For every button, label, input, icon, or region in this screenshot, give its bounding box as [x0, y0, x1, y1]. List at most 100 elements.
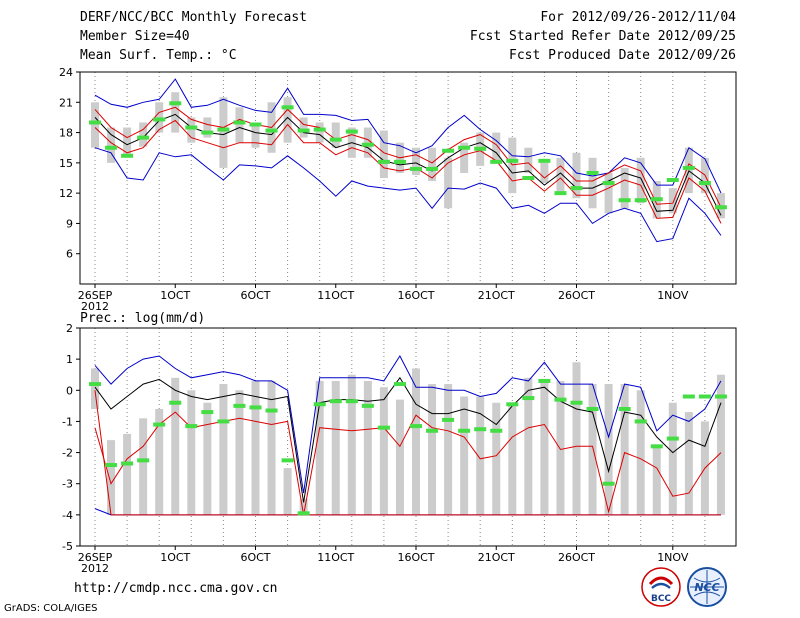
median-marker [586, 406, 599, 411]
median-marker [393, 382, 406, 387]
median-marker [650, 197, 663, 202]
x-tick-label: 26OCT [558, 551, 595, 564]
x-tick-label: 26SEP [78, 551, 113, 564]
median-marker [361, 142, 374, 147]
median-marker [169, 400, 182, 405]
median-marker [377, 159, 390, 164]
median-marker [345, 129, 358, 134]
y-tick-label: 6 [66, 248, 73, 261]
spread-box [123, 433, 132, 515]
median-marker [185, 125, 198, 130]
median-marker [650, 444, 663, 449]
median-marker [297, 128, 310, 133]
spread-box [668, 402, 677, 515]
median-marker [217, 127, 230, 132]
spread-box [363, 127, 372, 158]
median-marker [714, 205, 727, 210]
median-marker [201, 130, 214, 135]
spread-box [636, 157, 645, 204]
spread-box [556, 380, 565, 515]
spread-box [299, 117, 308, 138]
precip-title: Prec.: log(mm/d) [80, 311, 205, 326]
spread-box [379, 130, 388, 178]
median-marker [490, 428, 503, 433]
y-tick-label: 1 [66, 353, 73, 366]
x-tick-label: 16OCT [397, 551, 434, 564]
bcc-logo-text: BCC [651, 594, 671, 604]
forecast-period: For 2012/09/26-2012/11/04 [540, 10, 736, 25]
median-marker [329, 399, 342, 404]
median-marker [442, 148, 455, 153]
y-tick-label: 24 [59, 66, 73, 79]
spread-box [251, 380, 260, 515]
x-tick-label: 1OCT [160, 551, 190, 564]
median-marker [538, 158, 551, 163]
spread-box [684, 412, 693, 515]
spread-box [123, 127, 132, 157]
median-marker [201, 410, 214, 415]
x-tick-label: 11OCT [317, 551, 354, 564]
median-marker [618, 198, 631, 203]
footer-url[interactable]: http://cmdp.ncc.cma.gov.cn [74, 581, 278, 596]
median-marker [105, 145, 118, 150]
median-marker [265, 128, 278, 133]
median-marker [698, 394, 711, 399]
spread-box [235, 107, 244, 143]
spread-box [588, 384, 597, 515]
median-marker [233, 403, 246, 408]
spread-box [187, 390, 196, 515]
median-marker [666, 178, 679, 183]
median-marker [137, 458, 150, 463]
x-tick-label: 26OCT [558, 289, 595, 302]
median-marker [281, 458, 294, 463]
x-tick-label: 26SEP [78, 289, 113, 302]
x-tick-year: 2012 [81, 562, 109, 575]
median-marker [426, 428, 439, 433]
median-marker [554, 191, 567, 196]
median-marker [361, 403, 374, 408]
median-marker [410, 424, 422, 429]
ensemble-mean-line [94, 376, 722, 503]
spread-box [155, 102, 164, 133]
spread-box [107, 127, 116, 163]
spread-box [428, 147, 437, 182]
y-tick-label: -1 [62, 415, 73, 428]
spread-box [219, 384, 228, 515]
median-marker [506, 158, 519, 163]
spread-box [524, 147, 533, 173]
median-marker [618, 406, 631, 411]
spread-box [203, 117, 212, 138]
median-marker [698, 181, 711, 186]
median-marker [89, 120, 101, 125]
spread-box [283, 97, 292, 143]
spread-box [187, 117, 196, 143]
x-tick-label: 11OCT [317, 289, 354, 302]
spread-box [219, 97, 228, 168]
plot-frame [79, 327, 737, 547]
median-marker [522, 396, 535, 401]
median-marker [169, 101, 182, 106]
median-marker [105, 463, 118, 468]
red-upper-line [94, 106, 722, 208]
spread-box [171, 377, 180, 515]
blue-upper-line [94, 78, 722, 194]
x-tick-label: 1NOV [657, 289, 689, 302]
spread-box [379, 387, 388, 515]
median-marker [410, 166, 422, 171]
spread-box [283, 468, 292, 515]
median-marker [714, 394, 727, 399]
spread-box [155, 408, 164, 515]
y-tick-label: -2 [62, 447, 73, 460]
median-marker [426, 166, 439, 171]
y-tick-label: 0 [66, 384, 73, 397]
spread-box [572, 362, 581, 515]
x-tick-label: 16OCT [397, 289, 434, 302]
produced-date: Fcst Produced Date 2012/09/26 [509, 48, 736, 63]
spread-box [107, 440, 116, 515]
x-tick-label: 1OCT [160, 289, 190, 302]
spread-box [492, 402, 501, 515]
median-marker [313, 127, 326, 132]
median-marker [634, 419, 647, 424]
